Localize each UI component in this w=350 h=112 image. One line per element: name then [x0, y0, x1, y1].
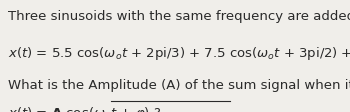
Text: What is the Amplitude (A) of the sum signal when it is expressed as: What is the Amplitude (A) of the sum sig… — [8, 78, 350, 91]
Text: $x(t)$ = 5.5 cos($\omega_o t$ + 2pi/3) + 7.5 cos($\omega_o t$ + 3pi/2) + 5 sin($: $x(t)$ = 5.5 cos($\omega_o t$ + 2pi/3) +… — [8, 45, 350, 62]
Text: Three sinusoids with the same frequency are added together:: Three sinusoids with the same frequency … — [8, 10, 350, 23]
Text: Amplitude (A): Amplitude (A) — [8, 78, 100, 91]
Text: What is the: What is the — [8, 78, 88, 91]
Text: $x(t)$ = $\mathbf{A}$ cos($\omega_o t$ + $\varphi$) ?: $x(t)$ = $\mathbf{A}$ cos($\omega_o t$ +… — [8, 104, 161, 112]
